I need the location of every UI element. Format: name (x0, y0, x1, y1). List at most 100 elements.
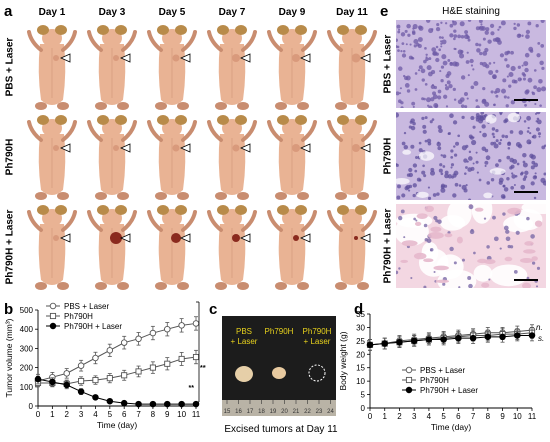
mouse-ear (37, 205, 49, 215)
he-nucleus (508, 84, 512, 88)
mouse-photo (23, 22, 83, 112)
he-nucleus (440, 79, 444, 83)
he-nucleus (539, 60, 544, 66)
he-nucleus (517, 65, 522, 69)
he-nucleus (400, 32, 406, 37)
y-tick-label: 15 (356, 364, 365, 373)
hind-leg (177, 282, 189, 290)
he-nucleus (495, 94, 499, 98)
he-nucleus (543, 172, 546, 176)
he-nucleus (520, 184, 526, 190)
hind-leg (335, 102, 347, 110)
he-nucleus (483, 217, 487, 220)
he-nucleus (486, 181, 491, 185)
mouse-photo (83, 112, 143, 202)
y-tick-label: 100 (20, 383, 34, 392)
hind-leg (297, 102, 309, 110)
he-nucleus (421, 116, 425, 120)
tumor-arrow (120, 143, 131, 153)
he-nucleus (541, 145, 546, 150)
mouse-ear (37, 115, 49, 125)
he-nucleus (403, 131, 407, 135)
he-nucleus (396, 195, 401, 200)
hind-leg (117, 102, 129, 110)
legend-label: PBS + Laser (64, 302, 109, 311)
legend-label: Ph790H (420, 376, 449, 385)
he-nucleus (473, 251, 476, 255)
he-nucleus (440, 21, 443, 24)
he-nucleus (461, 258, 465, 262)
he-nucleus (396, 24, 401, 29)
data-point (178, 322, 185, 329)
he-nucleus (515, 230, 520, 235)
series-line (37, 378, 196, 405)
he-nucleus (490, 90, 494, 94)
series (34, 349, 200, 389)
ruler-number: 16 (235, 409, 242, 415)
he-nucleus (405, 43, 408, 46)
mouse-photo (263, 112, 323, 202)
he-nucleus (464, 30, 469, 35)
data-point (381, 340, 388, 347)
mouse-ear (217, 115, 229, 125)
data-point (77, 388, 85, 395)
he-nucleus (400, 50, 403, 53)
hind-leg (297, 192, 309, 200)
data-point (135, 368, 142, 375)
he-nucleus (505, 236, 511, 242)
he-nucleus (513, 269, 518, 274)
he-nucleus (469, 229, 475, 235)
mouse-arm (61, 30, 77, 52)
he-nucleus (536, 53, 541, 58)
he-nucleus (437, 146, 442, 151)
he-nucleus (473, 80, 479, 86)
he-nucleus (457, 34, 461, 39)
he-nucleus (436, 22, 440, 27)
he-nucleus (433, 270, 436, 273)
mouse-illustration (207, 25, 257, 110)
series (34, 316, 200, 387)
excised-tumor-caption: Excised tumors at Day 11 (224, 424, 338, 435)
he-nucleus (444, 86, 450, 91)
he-nucleus (423, 59, 427, 64)
tumor-spot (292, 144, 300, 152)
x-tick-label: 3 (79, 410, 84, 419)
mouse-arm (147, 30, 163, 52)
mouse-arm (241, 210, 257, 232)
he-nucleus (465, 60, 470, 64)
he-nucleus (511, 79, 516, 84)
he-nucleus (453, 153, 458, 157)
he-nucleus (442, 165, 446, 168)
legend-label: PBS + Laser (420, 366, 465, 375)
he-nucleus (526, 216, 530, 221)
he-staining-title: H&E staining (442, 6, 500, 17)
mouse-photo (323, 22, 383, 112)
he-nucleus (453, 261, 457, 265)
he-nucleus (440, 172, 444, 176)
he-nucleus (400, 209, 405, 214)
y-tick-label: 300 (20, 344, 34, 353)
panel-label-e: e (380, 3, 389, 20)
mouse-photo (143, 112, 203, 202)
he-nucleus (531, 135, 535, 139)
group-row-label: Ph790H + Laser (4, 209, 16, 285)
mouse-ear (217, 25, 229, 35)
he-nucleus (512, 158, 518, 165)
he-void (507, 112, 520, 123)
he-nucleus (396, 38, 399, 42)
he-row-label: Ph790H + Laser (382, 208, 394, 284)
data-point (135, 335, 142, 343)
series-line (369, 334, 532, 346)
he-nucleus (503, 187, 509, 192)
he-nucleus (481, 124, 486, 129)
data-point (149, 400, 157, 408)
he-nucleus (530, 165, 535, 170)
he-nucleus (505, 229, 510, 234)
he-nucleus (527, 126, 530, 130)
he-nucleus (516, 23, 521, 27)
mouse-photo (203, 112, 263, 202)
he-nucleus (492, 215, 496, 220)
he-nucleus (499, 53, 505, 58)
mouse-arm (207, 210, 223, 232)
tumor-arrow (120, 53, 131, 63)
